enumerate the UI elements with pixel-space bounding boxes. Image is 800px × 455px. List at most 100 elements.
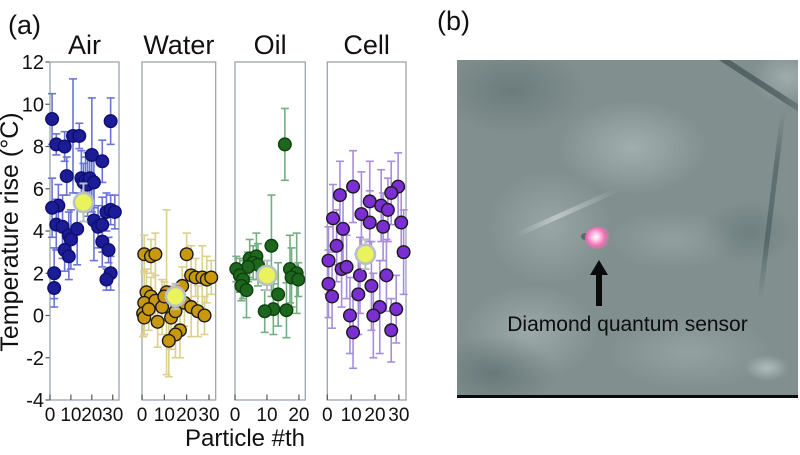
data-point (271, 287, 286, 302)
data-point (325, 289, 340, 304)
data-point (329, 238, 344, 253)
x-tick-label: 20 (288, 405, 309, 426)
data-point (384, 323, 399, 338)
panel-air: Air 0 10 20 30 (45, 30, 124, 426)
data-point (239, 283, 254, 298)
data-point (161, 333, 176, 348)
y-tick-label: 8 (33, 137, 44, 159)
x-tick-label: 0 (137, 405, 148, 426)
data-point (332, 188, 347, 203)
x-tick-label: 20 (176, 405, 197, 426)
data-point (45, 112, 60, 127)
data-point (380, 202, 395, 217)
y-tick-label: 2 (33, 263, 44, 285)
group-title: Oil (254, 30, 287, 60)
mean-point (256, 264, 278, 287)
data-point (47, 266, 62, 281)
data-point (354, 207, 369, 222)
data-point (95, 217, 110, 232)
x-tick-label: 30 (388, 405, 409, 426)
up-arrow-icon (590, 260, 608, 306)
data-point (384, 185, 399, 200)
data-point (277, 137, 292, 152)
plot-frame (141, 61, 217, 401)
data-point (351, 287, 366, 302)
data-point (326, 211, 341, 226)
data-point (364, 278, 379, 293)
data-point (366, 308, 381, 323)
mean-point (72, 191, 95, 214)
group-title: Water (143, 30, 214, 60)
x-tick-label: 30 (102, 405, 123, 426)
group-title: Cell (343, 30, 390, 60)
x-tick-label: 10 (256, 405, 277, 426)
x-tick-label: 10 (60, 405, 81, 426)
x-tick-label: 0 (45, 405, 56, 426)
data-point (59, 169, 74, 184)
data-point (264, 238, 279, 253)
data-point (103, 114, 118, 129)
data-point (352, 268, 367, 283)
sensor-spot (585, 227, 611, 249)
y-tick-label: 12 (22, 52, 44, 74)
data-point (141, 302, 156, 317)
data-point (321, 253, 336, 268)
panel-a-chart: (a) Temperature rise (°C) Particle #th 1… (0, 10, 411, 452)
data-point (61, 249, 76, 264)
panel-cell: Cell 0 10 20 30 (321, 30, 411, 426)
data-point (394, 215, 409, 230)
data-point (197, 308, 212, 323)
data-point (279, 303, 294, 318)
panel-b-label: (b) (437, 6, 470, 36)
data-point (379, 268, 394, 283)
panel-a-label: (a) (8, 10, 41, 40)
data-point (63, 232, 78, 247)
data-point (45, 200, 60, 215)
x-tick-label: 20 (364, 405, 385, 426)
data-point (107, 204, 122, 219)
data-point (339, 259, 354, 274)
x-tick-label: 0 (322, 405, 333, 426)
y-tick-label: 0 (33, 306, 44, 328)
data-point (257, 304, 272, 319)
data-point (57, 139, 72, 154)
plot-frame (326, 61, 407, 401)
y-tick-label: 10 (22, 94, 44, 116)
micrograph-bottom-line (457, 395, 798, 398)
data-point (346, 179, 361, 194)
x-tick-label: 20 (81, 405, 102, 426)
data-point (179, 247, 194, 262)
panel-b: (b) (430, 0, 800, 455)
data-point (362, 215, 377, 230)
data-point (101, 243, 116, 258)
plot-frame (234, 61, 306, 401)
data-point (148, 247, 163, 262)
data-point (396, 245, 411, 260)
data-point (342, 308, 357, 323)
panel-oil: Oil 0 10 20 (229, 30, 309, 426)
data-point (362, 194, 377, 209)
data-point (47, 281, 62, 296)
x-tick-label: 0 (230, 405, 241, 426)
data-point (346, 325, 361, 340)
data-point (321, 276, 336, 291)
y-tick-label: -2 (26, 348, 44, 370)
mean-point (354, 243, 377, 266)
x-tick-label: 10 (341, 405, 362, 426)
data-point (389, 302, 404, 317)
plot-frame (49, 61, 120, 401)
y-tick-label: 6 (33, 179, 44, 201)
data-point (72, 128, 87, 143)
data-point (95, 154, 110, 169)
data-point (84, 147, 99, 162)
data-point (336, 221, 351, 236)
data-point (70, 221, 85, 236)
x-tick-label: 10 (154, 405, 175, 426)
data-point (99, 272, 114, 287)
data-point (150, 314, 165, 329)
group-title: Air (68, 30, 101, 60)
sensor-annotation: Diamond quantum sensor (507, 313, 748, 336)
data-point (86, 175, 101, 190)
